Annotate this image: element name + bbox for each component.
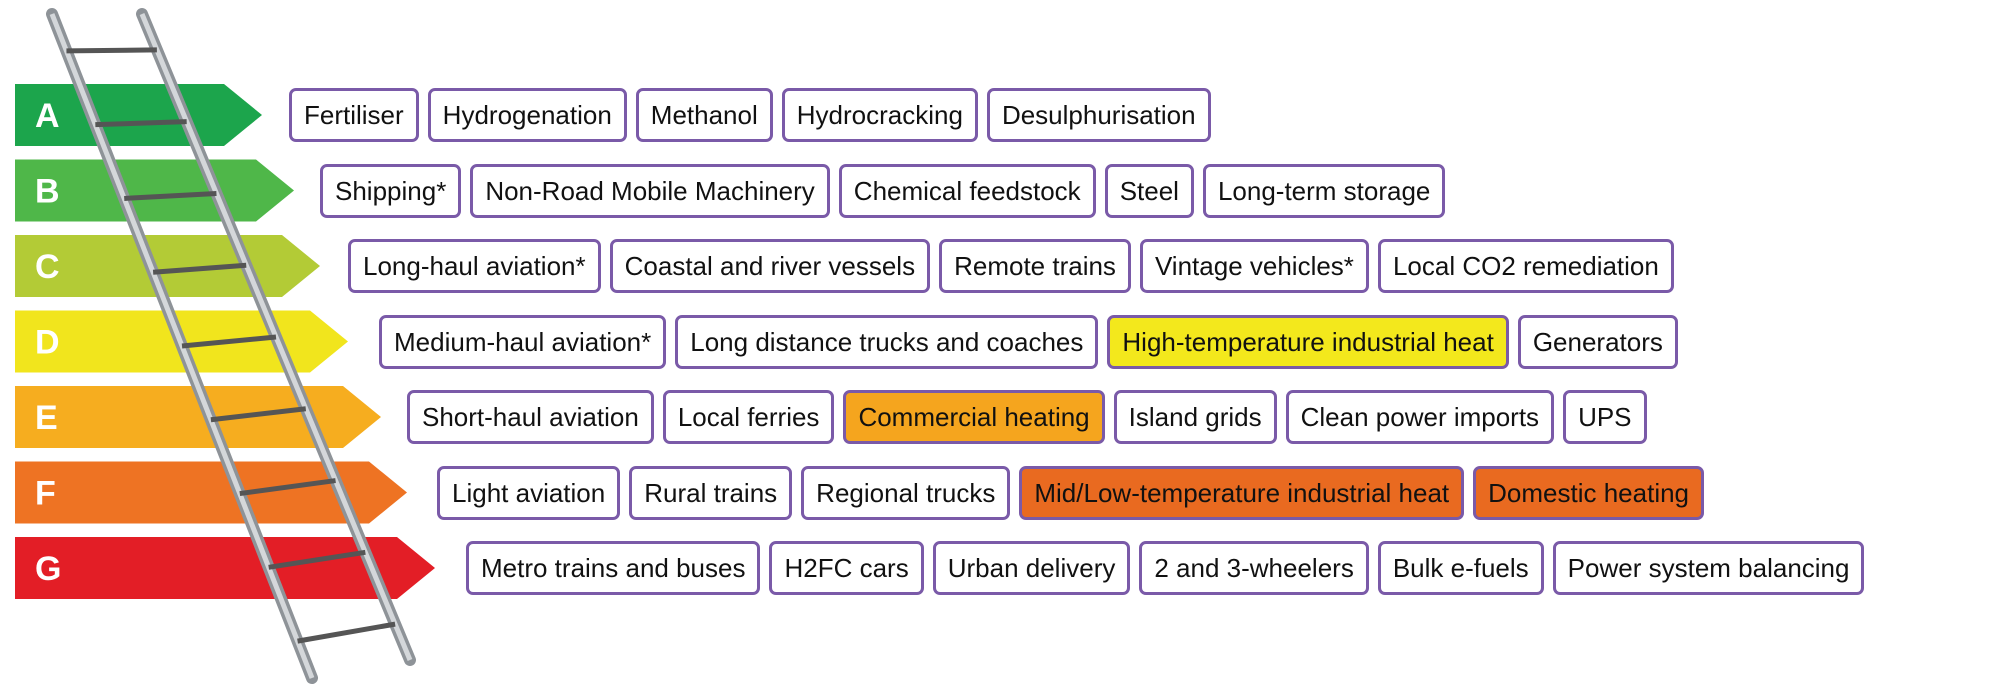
application-box: Commercial heating xyxy=(843,390,1104,444)
application-box: Hydrocracking xyxy=(782,88,978,142)
application-box: Island grids xyxy=(1114,390,1277,444)
application-box: Clean power imports xyxy=(1286,390,1554,444)
hydrogen-ladder: ABCDEFG FertiliserHydrogenationMethanolH… xyxy=(0,0,2005,685)
application-box: UPS xyxy=(1563,390,1646,444)
application-box: Remote trains xyxy=(939,239,1131,293)
application-box: Domestic heating xyxy=(1473,466,1704,520)
application-box: Light aviation xyxy=(437,466,620,520)
application-box: Local ferries xyxy=(663,390,835,444)
application-box: H2FC cars xyxy=(769,541,923,595)
application-box: Generators xyxy=(1518,315,1678,369)
application-box: Mid/Low-temperature industrial heat xyxy=(1019,466,1464,520)
application-box: Non-Road Mobile Machinery xyxy=(470,164,829,218)
rating-label: C xyxy=(35,248,60,286)
application-box: Local CO2 remediation xyxy=(1378,239,1674,293)
application-box: Methanol xyxy=(636,88,773,142)
application-box: Rural trains xyxy=(629,466,792,520)
rating-label: D xyxy=(35,324,60,362)
ladder-rung xyxy=(66,50,156,51)
ladder-rung xyxy=(95,122,186,125)
application-box: Metro trains and buses xyxy=(466,541,760,595)
application-box: Desulphurisation xyxy=(987,88,1211,142)
application-box: High-temperature industrial heat xyxy=(1107,315,1508,369)
application-box: Vintage vehicles* xyxy=(1140,239,1369,293)
application-box: Medium-haul aviation* xyxy=(379,315,666,369)
application-box: Regional trucks xyxy=(801,466,1010,520)
application-box: Power system balancing xyxy=(1553,541,1865,595)
application-box: Short-haul aviation xyxy=(407,390,654,444)
rating-label: B xyxy=(35,173,60,211)
rating-arrow xyxy=(15,235,320,297)
application-row: Long-haul aviation*Coastal and river ves… xyxy=(348,239,1674,293)
application-row: Medium-haul aviation*Long distance truck… xyxy=(379,315,1678,369)
rating-label: F xyxy=(35,475,56,513)
application-box: Fertiliser xyxy=(289,88,419,142)
application-box: Hydrogenation xyxy=(428,88,627,142)
application-box: Chemical feedstock xyxy=(839,164,1096,218)
rating-label: G xyxy=(35,550,61,588)
application-box: Long-term storage xyxy=(1203,164,1445,218)
rating-label: A xyxy=(35,97,60,135)
application-box: Coastal and river vessels xyxy=(610,239,930,293)
application-box: Shipping* xyxy=(320,164,461,218)
application-box: Urban delivery xyxy=(933,541,1131,595)
application-box: 2 and 3-wheelers xyxy=(1139,541,1368,595)
ladder-rung xyxy=(298,624,396,641)
application-box: Long-haul aviation* xyxy=(348,239,601,293)
application-box: Steel xyxy=(1105,164,1194,218)
application-box: Long distance trucks and coaches xyxy=(675,315,1098,369)
application-box: Bulk e-fuels xyxy=(1378,541,1544,595)
rating-label: E xyxy=(35,399,58,437)
